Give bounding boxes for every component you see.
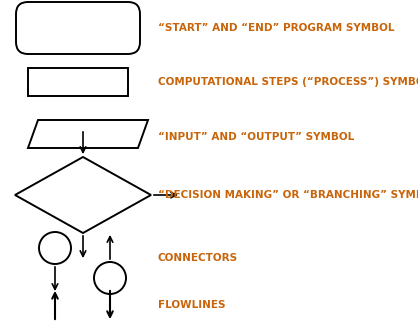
Circle shape <box>39 232 71 264</box>
Text: “START” AND “END” PROGRAM SYMBOL: “START” AND “END” PROGRAM SYMBOL <box>158 23 395 33</box>
Polygon shape <box>15 157 151 233</box>
Text: “DECISION MAKING” OR “BRANCHING” SYMBOL: “DECISION MAKING” OR “BRANCHING” SYMBOL <box>158 190 418 200</box>
Text: COMPUTATIONAL STEPS (“PROCESS”) SYMBOL: COMPUTATIONAL STEPS (“PROCESS”) SYMBOL <box>158 77 418 87</box>
Circle shape <box>94 262 126 294</box>
Text: “INPUT” AND “OUTPUT” SYMBOL: “INPUT” AND “OUTPUT” SYMBOL <box>158 132 354 142</box>
FancyBboxPatch shape <box>16 2 140 54</box>
Bar <box>28 68 128 96</box>
Text: CONNECTORS: CONNECTORS <box>158 253 238 263</box>
Polygon shape <box>28 120 148 148</box>
Text: FLOWLINES: FLOWLINES <box>158 300 225 310</box>
